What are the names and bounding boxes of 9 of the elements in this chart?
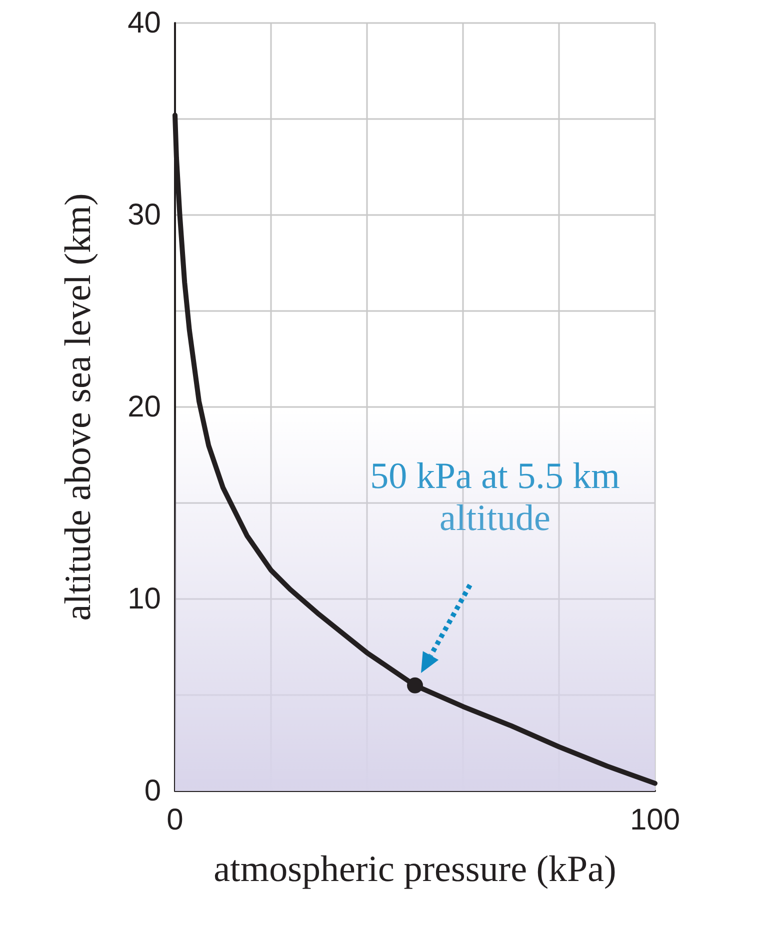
annotation: 50 kPa at 5.5 km altitude <box>370 456 620 539</box>
x-tick-label: 100 <box>630 804 680 836</box>
y-tick-label: 10 <box>128 582 161 616</box>
y-axis-title: altitude above sea level (km) <box>58 193 99 621</box>
y-tick-label: 30 <box>128 198 161 232</box>
y-tick-label: 20 <box>128 390 161 424</box>
x-axis-title: atmospheric pressure (kPa) <box>214 849 616 890</box>
y-tick-label: 40 <box>128 6 161 40</box>
y-tick-label: 0 <box>144 774 161 808</box>
